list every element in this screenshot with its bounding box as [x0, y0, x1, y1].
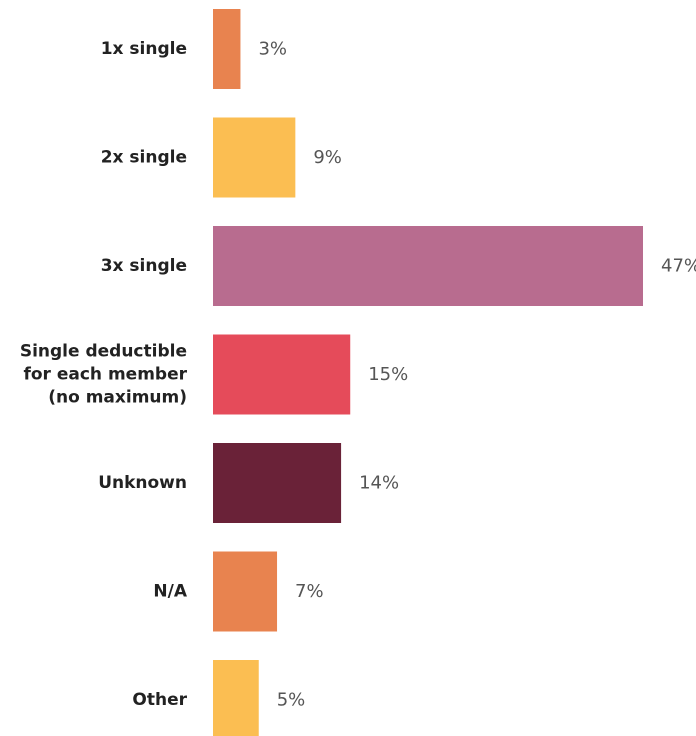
category-label: 2x single [101, 148, 187, 168]
bar [213, 660, 259, 736]
category-label-line: Unknown [98, 473, 187, 493]
category-label-line: (no maximum) [48, 388, 187, 408]
category-label: Other [132, 690, 187, 710]
bar-value-label: 5% [277, 690, 306, 711]
bar [213, 117, 296, 198]
bar [213, 9, 241, 89]
bar-value-label: 14% [359, 473, 399, 494]
category-label: Unknown [98, 473, 187, 493]
bar [213, 551, 278, 632]
category-label: 1x single [101, 39, 187, 59]
bar [213, 334, 351, 415]
bar [213, 226, 643, 306]
category-label: Single deductible for each member (no maxi… [20, 342, 188, 408]
category-label: N/A [153, 582, 187, 602]
bars-layer [213, 9, 643, 736]
bar-value-label: 15% [368, 364, 408, 385]
bar-value-label: 47% [661, 256, 696, 277]
category-label-line: for each member [23, 365, 187, 385]
bar [213, 443, 342, 523]
category-label: 3x single [101, 256, 187, 276]
category-label-line: 2x single [101, 148, 187, 168]
category-label-line: 1x single [101, 39, 187, 59]
category-label-line: 3x single [101, 256, 187, 276]
category-label-line: Single deductible [20, 342, 187, 362]
bar-value-label: 9% [313, 147, 342, 168]
bar-value-label: 7% [295, 581, 324, 602]
labels-layer: 3% 1x single 9% 2x single 47% 3x single 15% Sin… [20, 39, 696, 711]
category-label-line: Other [132, 690, 187, 710]
bar-value-label: 3% [258, 39, 287, 60]
category-label-line: N/A [153, 582, 187, 602]
